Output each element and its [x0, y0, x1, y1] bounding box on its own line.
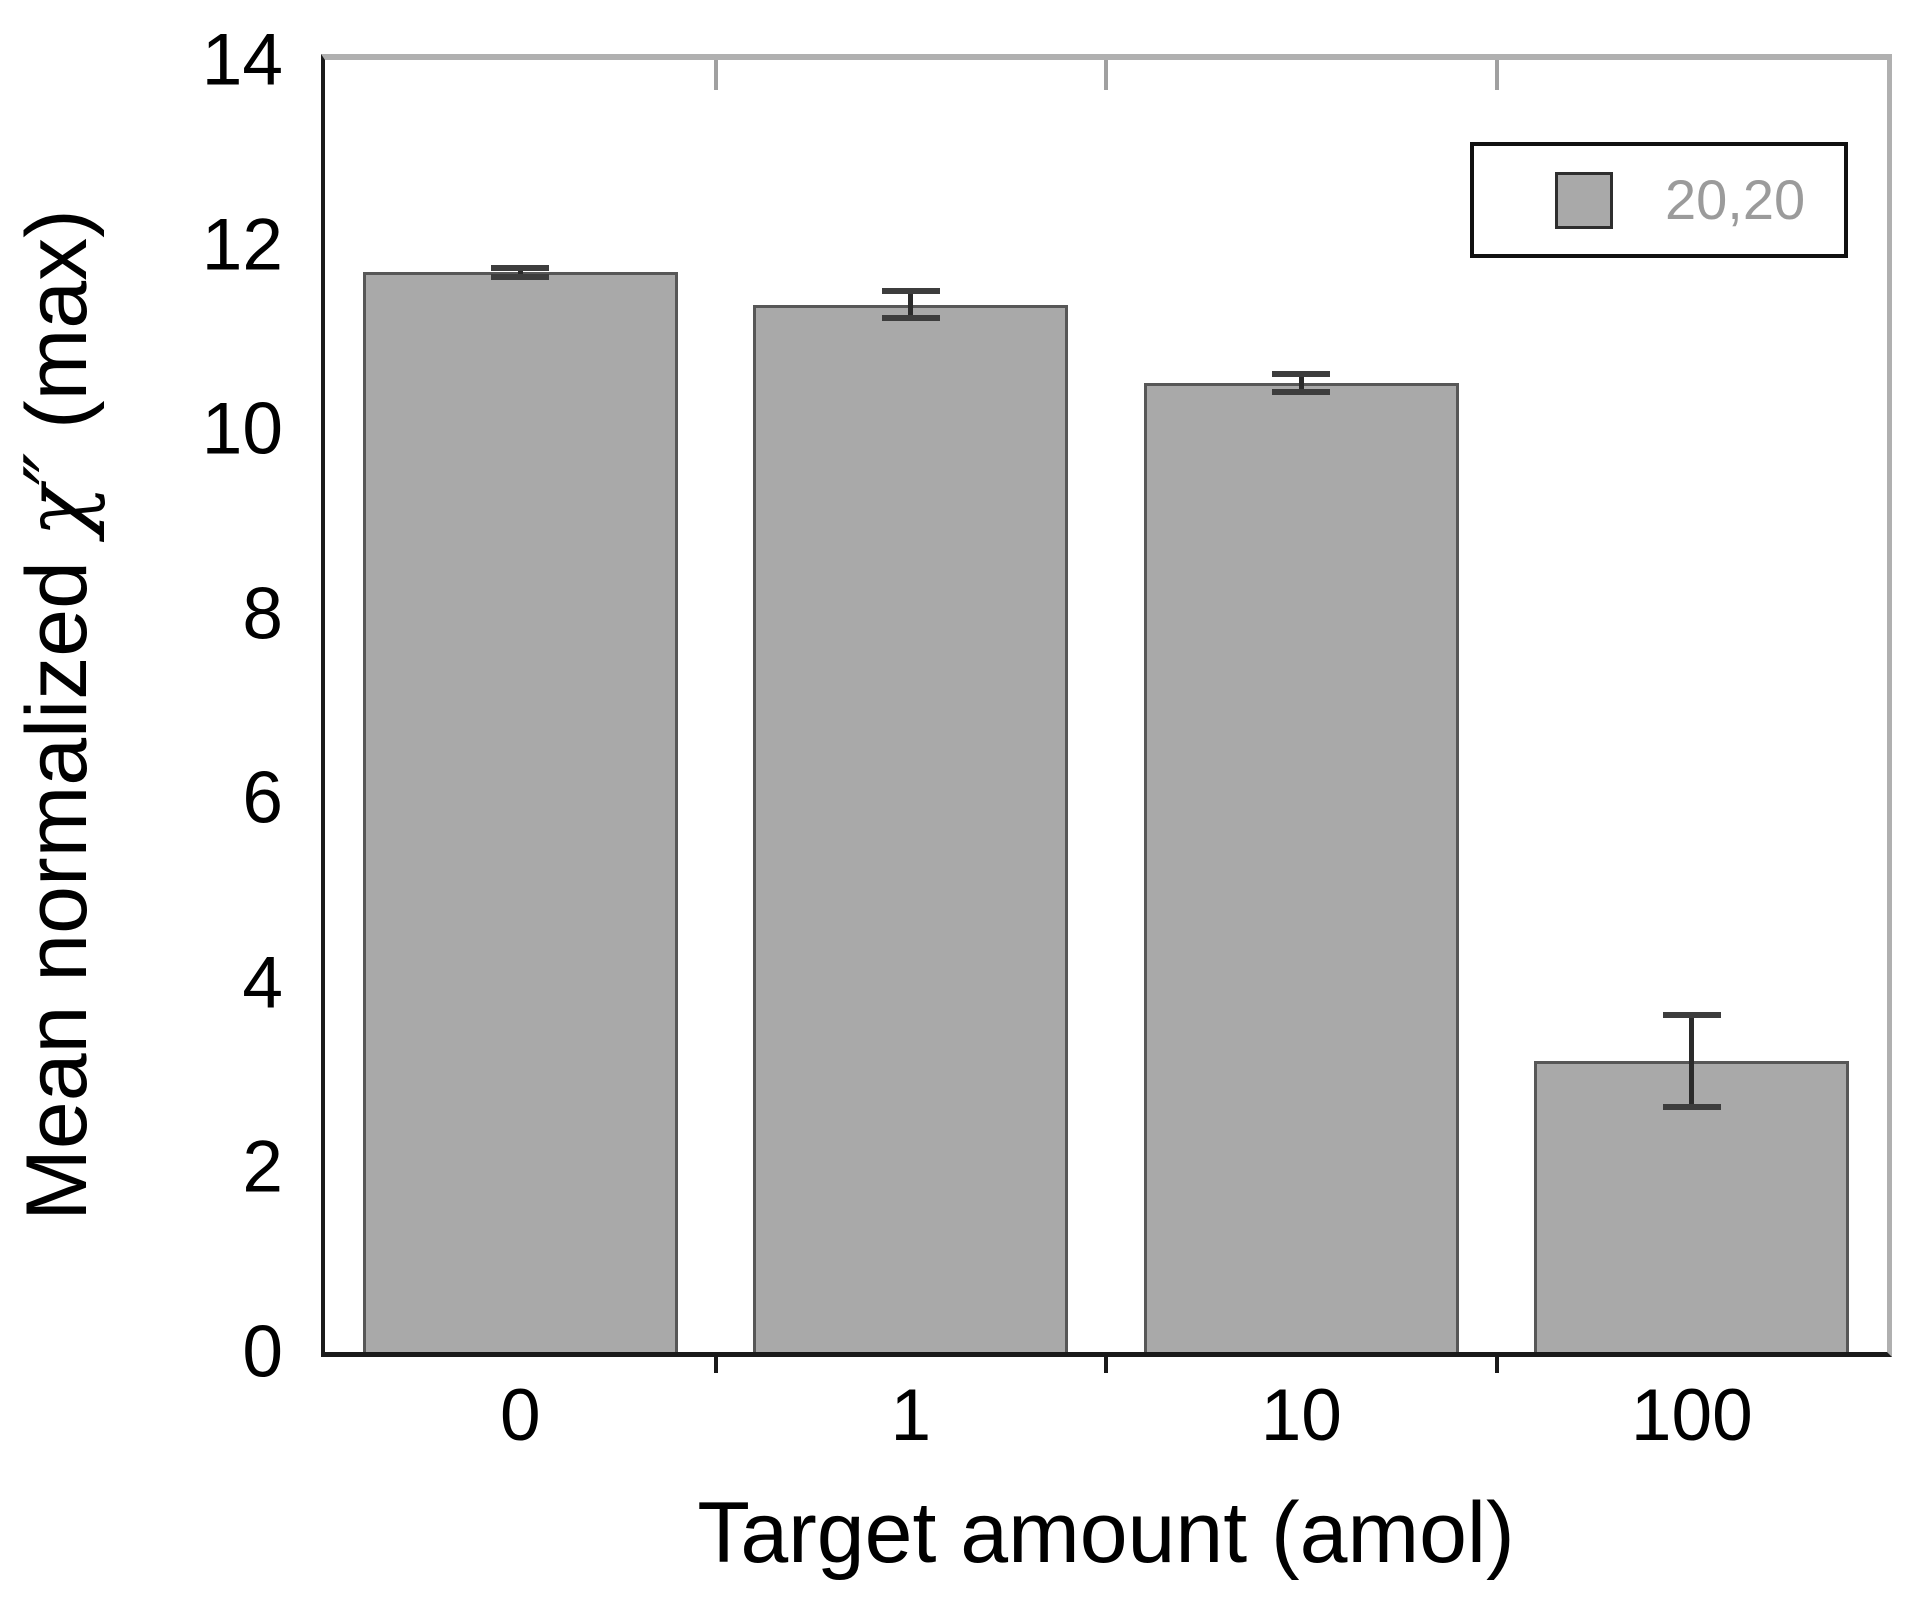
y-axis-title: Mean normalized χ″ (max) [7, 190, 107, 1240]
error-bar [1298, 373, 1304, 393]
y-tick-label-2: 2 [242, 1126, 283, 1208]
error-bar [908, 290, 914, 319]
x-tick-label-10: 10 [1260, 1375, 1342, 1456]
y-tick-label-12: 12 [201, 204, 283, 286]
x-tick-label-1: 1 [890, 1375, 932, 1456]
x-axis-title: Target amount (amol) [697, 1485, 1515, 1581]
y-tick-label-14: 14 [201, 19, 283, 101]
y-tick-label-0: 0 [242, 1311, 283, 1393]
error-bar [1689, 1015, 1695, 1108]
y-tick-label-10: 10 [201, 388, 283, 470]
bar-0 [362, 272, 678, 1352]
error-bar-cap [881, 315, 940, 322]
error-bar-cap [1272, 389, 1331, 396]
error-bar-cap [1662, 1104, 1721, 1111]
bottom-boundary-tick [1104, 1357, 1108, 1373]
bar-10 [1143, 383, 1459, 1352]
bar-1 [753, 304, 1069, 1352]
legend: 20,20 [1470, 142, 1848, 258]
top-boundary-tick [1104, 60, 1108, 90]
error-bar-cap [1662, 1012, 1721, 1019]
error-bar-cap [491, 273, 550, 280]
y-tick-label-8: 8 [242, 573, 283, 655]
legend-swatch-icon [1555, 171, 1613, 229]
x-tick-label-100: 100 [1630, 1375, 1753, 1456]
plot-area [321, 54, 1892, 1357]
error-bar-cap [881, 287, 940, 294]
top-boundary-tick [1494, 60, 1499, 90]
error-bar-cap [1272, 370, 1331, 377]
x-tick-label-0: 0 [499, 1375, 541, 1456]
bottom-boundary-tick [1494, 1357, 1499, 1373]
error-bar [517, 267, 523, 277]
error-bar-cap [491, 264, 550, 271]
legend-label: 20,20 [1665, 168, 1806, 231]
y-tick-label-4: 4 [242, 942, 283, 1024]
y-tick-label-6: 6 [242, 757, 283, 839]
bottom-boundary-tick [713, 1357, 718, 1373]
top-boundary-tick [713, 60, 718, 90]
